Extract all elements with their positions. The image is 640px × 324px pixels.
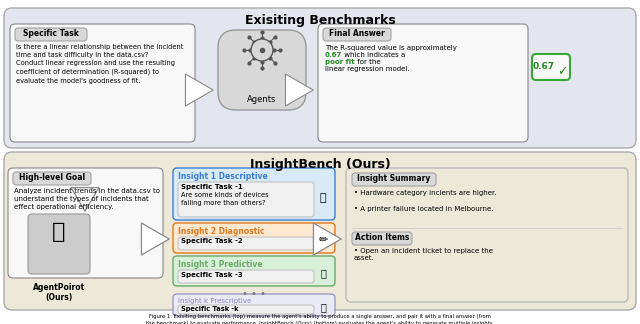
Text: Insight k Prescriptive: Insight k Prescriptive <box>178 298 252 304</box>
Text: Specific Task: Specific Task <box>23 29 79 38</box>
Text: Specific Task -2: Specific Task -2 <box>181 238 243 245</box>
Text: • Hardware category incients are higher.: • Hardware category incients are higher. <box>354 190 497 196</box>
Text: Analyze incident trends in the data.csv to
understand the types of incidents tha: Analyze incident trends in the data.csv … <box>14 188 160 211</box>
Text: Insight Summary: Insight Summary <box>357 174 431 183</box>
Text: Is there a linear relationship between the incident
time and task difficulty in : Is there a linear relationship between t… <box>16 44 184 84</box>
Text: which indicates a: which indicates a <box>342 52 408 58</box>
Text: 📋: 📋 <box>320 302 326 312</box>
FancyBboxPatch shape <box>318 24 528 142</box>
Text: Specific Task -3: Specific Task -3 <box>181 272 243 277</box>
Text: InsightBench (Ours): InsightBench (Ours) <box>250 158 390 171</box>
FancyBboxPatch shape <box>173 294 335 316</box>
Text: 0.67: 0.67 <box>533 62 555 71</box>
FancyBboxPatch shape <box>532 54 570 80</box>
FancyBboxPatch shape <box>178 305 314 314</box>
Text: ✏: ✏ <box>318 235 328 245</box>
Text: • A printer failure located in Melbourne.: • A printer failure located in Melbourne… <box>354 206 493 212</box>
Text: Agents: Agents <box>247 95 276 104</box>
Text: Exisiting Benchmarks: Exisiting Benchmarks <box>244 14 396 27</box>
Text: Specific Task -k: Specific Task -k <box>181 306 239 312</box>
Text: • • •: • • • <box>242 289 266 299</box>
Text: 📊: 📊 <box>320 193 326 203</box>
FancyBboxPatch shape <box>28 214 90 274</box>
FancyBboxPatch shape <box>4 152 636 310</box>
Text: The R-squared value is approximately: The R-squared value is approximately <box>325 45 457 51</box>
FancyBboxPatch shape <box>323 28 391 41</box>
FancyBboxPatch shape <box>352 173 436 186</box>
Text: Insight 3 Predictive: Insight 3 Predictive <box>178 260 262 269</box>
FancyBboxPatch shape <box>13 172 91 185</box>
Text: ✓: ✓ <box>557 65 567 78</box>
Text: Final Answer: Final Answer <box>329 29 385 38</box>
FancyBboxPatch shape <box>218 30 306 110</box>
FancyBboxPatch shape <box>178 237 314 250</box>
Text: 🔧: 🔧 <box>52 222 66 242</box>
FancyBboxPatch shape <box>178 270 314 283</box>
Text: • Open an incident ticket to replace the
asset.: • Open an incident ticket to replace the… <box>354 248 493 261</box>
FancyBboxPatch shape <box>346 168 628 302</box>
FancyBboxPatch shape <box>178 182 314 217</box>
Text: Specific Task -1: Specific Task -1 <box>181 184 243 190</box>
Text: Action Items: Action Items <box>355 233 409 242</box>
Circle shape <box>251 39 273 61</box>
Text: 📈: 📈 <box>320 268 326 278</box>
Text: Are some kinds of devices
failing more than others?: Are some kinds of devices failing more t… <box>181 192 269 206</box>
Text: AgentPoirot
(Ours): AgentPoirot (Ours) <box>33 283 85 302</box>
Text: linear regression model.: linear regression model. <box>325 66 410 72</box>
Text: for the: for the <box>355 59 381 65</box>
FancyBboxPatch shape <box>15 28 87 41</box>
FancyBboxPatch shape <box>4 8 636 148</box>
FancyBboxPatch shape <box>352 232 412 245</box>
Text: Insight 2 Diagnostic: Insight 2 Diagnostic <box>178 227 264 236</box>
Text: Insight 1 Descriptive: Insight 1 Descriptive <box>178 172 268 181</box>
FancyBboxPatch shape <box>10 24 195 142</box>
FancyBboxPatch shape <box>8 168 163 278</box>
Text: High-level Goal: High-level Goal <box>19 173 85 182</box>
Text: 0.67: 0.67 <box>325 52 342 58</box>
Text: Figure 1: Exisiting benchmarks (top) measure the agent's ability to produce a si: Figure 1: Exisiting benchmarks (top) mea… <box>146 314 494 324</box>
FancyBboxPatch shape <box>173 168 335 220</box>
Text: poor fit: poor fit <box>325 59 355 65</box>
FancyBboxPatch shape <box>173 256 335 286</box>
FancyBboxPatch shape <box>173 223 335 253</box>
